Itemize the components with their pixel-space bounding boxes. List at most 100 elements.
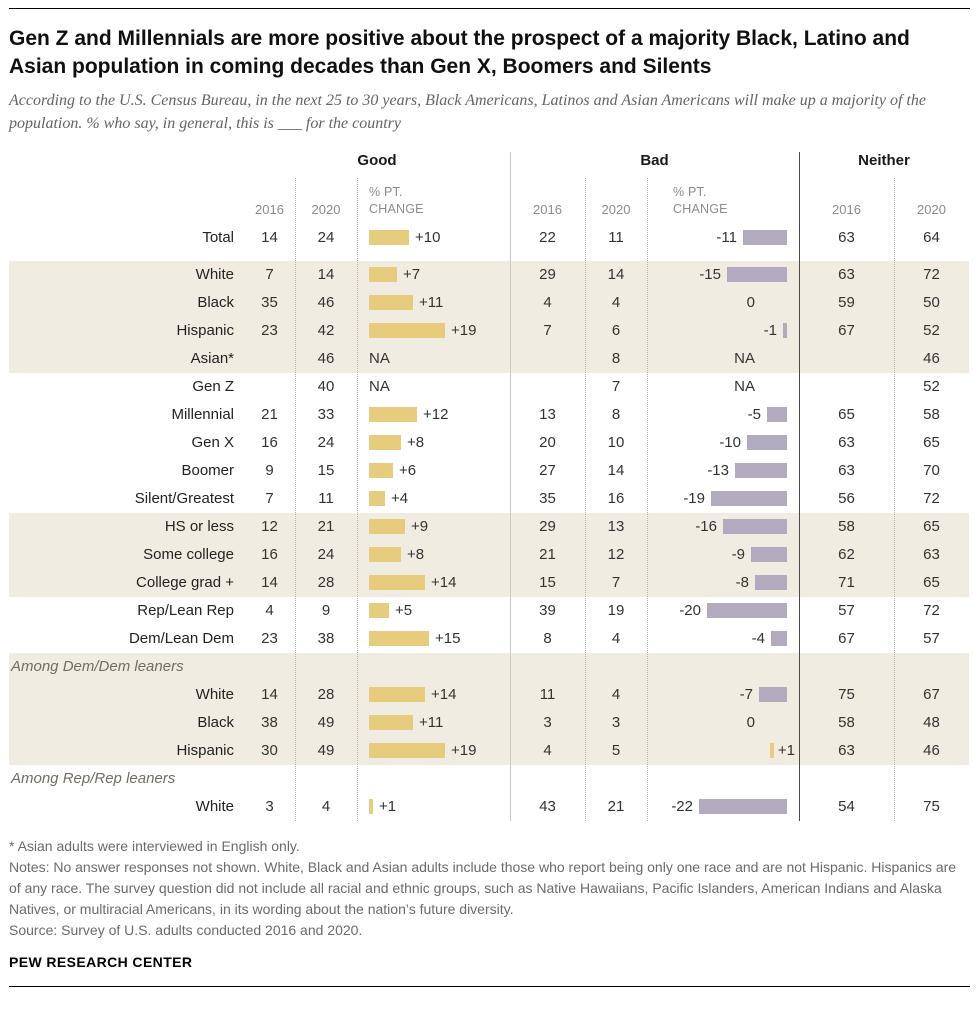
neither-2020-value: 70 <box>923 462 940 480</box>
good-2016-value: 23 <box>261 630 278 648</box>
good-change-cell: +8 <box>357 429 510 457</box>
good-change-value: +15 <box>435 630 461 648</box>
good-2016-value: 21 <box>261 406 278 424</box>
section-header-row: Among Dem/Dem leaners <box>9 652 969 681</box>
row-label: Dem/Lean Dem <box>128 630 234 648</box>
column-header-bad-2020: 2020 <box>601 201 631 217</box>
column-groups-row: Good Bad Neither <box>9 152 969 178</box>
bad-change-value: -8 <box>735 574 749 592</box>
good-2020-value: 24 <box>317 546 335 564</box>
bad-change-value: 0 <box>746 294 755 312</box>
good-2016-value: 38 <box>261 714 278 732</box>
bad-2016-value: 13 <box>539 406 556 424</box>
good-change-cell: +12 <box>357 401 510 429</box>
good-change-cell: +14 <box>357 569 510 597</box>
bad-2020-value: 13 <box>607 518 625 536</box>
bad-change-value: -4 <box>751 630 765 648</box>
good-2020-value: 46 <box>317 350 335 368</box>
neither-2016-value: 65 <box>838 406 855 424</box>
bad-change-cell: -1 <box>647 317 799 345</box>
bottom-rule <box>9 985 970 987</box>
table-row: College grad + 14 28 +14 15 7 -8 71 65 <box>9 568 969 597</box>
section-label: Among Dem/Dem leaners <box>11 658 184 676</box>
bad-change-cell: -20 <box>647 597 799 625</box>
table-header: Good Bad Neither 2016 2020 % PT. CHANGE … <box>9 152 969 224</box>
neither-2016-value: 63 <box>838 266 855 284</box>
bad-change-cell: -5 <box>647 401 799 429</box>
bad-2020-value: 12 <box>607 546 625 564</box>
notes-text: Notes: No answer responses not shown. Wh… <box>9 858 957 917</box>
row-label: HS or less <box>164 518 234 536</box>
bad-2016-value: 4 <box>543 742 552 760</box>
good-2020-value: 24 <box>317 229 335 247</box>
bad-2020-value: 4 <box>611 686 621 704</box>
bad-2016-value: 35 <box>539 490 556 508</box>
bad-change-cell: -10 <box>647 429 799 457</box>
good-2016-value: 7 <box>265 490 274 508</box>
good-change-cell: +19 <box>357 737 510 765</box>
column-header-bad-pct-change: % PT. CHANGE <box>647 184 799 217</box>
row-label: White <box>195 798 234 816</box>
bad-change-bar <box>743 230 787 246</box>
bad-2020-value: 16 <box>607 490 625 508</box>
neither-2020-value: 67 <box>923 686 940 704</box>
table-row: Gen Z 40 NA 7 NA 52 <box>9 373 969 401</box>
good-change-value: +4 <box>391 490 409 508</box>
row-label: Black <box>197 294 234 312</box>
bad-change-bar <box>759 687 787 703</box>
good-2020-value: 40 <box>317 378 335 396</box>
bad-change-cell: -16 <box>647 513 799 541</box>
bad-2020-value: 4 <box>611 294 621 312</box>
column-group-neither: Neither <box>858 151 910 169</box>
row-label: Boomer <box>181 462 234 480</box>
good-change-cell: +1 <box>357 793 510 821</box>
neither-2020-value: 72 <box>923 266 940 284</box>
bad-2020-value: 8 <box>611 350 621 368</box>
divider-bad-neither <box>799 151 800 821</box>
bad-2020-value: 19 <box>607 602 625 620</box>
row-label: Black <box>197 714 234 732</box>
bad-change-bar <box>723 519 787 535</box>
good-change-value: +10 <box>415 229 441 247</box>
bad-2016-value: 7 <box>543 322 552 340</box>
good-change-value: +1 <box>379 798 397 816</box>
bad-change-cell: -11 <box>647 224 799 252</box>
bad-change-value: -19 <box>683 490 705 508</box>
neither-2020-value: 65 <box>923 518 940 536</box>
dotted-column-divider <box>585 177 586 821</box>
neither-2016-value: 63 <box>838 462 855 480</box>
good-change-cell: +7 <box>357 261 510 289</box>
good-2016-value: 23 <box>261 322 278 340</box>
column-header-bad-2016: 2016 <box>533 201 562 217</box>
section-header-row: Among Rep/Rep leaners <box>9 765 969 793</box>
neither-2016-value: 63 <box>838 229 855 247</box>
good-change-cell: +5 <box>357 597 510 625</box>
neither-2016-value: 58 <box>838 714 855 732</box>
good-2016-value: 12 <box>261 518 278 536</box>
neither-2016-value: 71 <box>838 574 855 592</box>
good-change-bar <box>369 407 417 423</box>
dotted-column-divider <box>357 177 358 821</box>
bad-2016-value: 29 <box>539 518 556 536</box>
bad-change-value: -5 <box>747 406 761 424</box>
good-change-bar <box>369 715 413 731</box>
bad-change-bar <box>735 463 787 479</box>
bad-change-cell: -22 <box>647 793 799 821</box>
good-change-bar <box>369 230 409 246</box>
bad-change-value: NA <box>734 350 755 368</box>
neither-2020-value: 65 <box>923 434 940 452</box>
table-row: Gen X 16 24 +8 20 10 -10 63 65 <box>9 429 969 457</box>
bad-change-cell: 0 <box>647 709 799 737</box>
table-row: Millennial 21 33 +12 13 8 -5 65 58 <box>9 401 969 429</box>
row-label: College grad + <box>136 574 234 592</box>
table-row: White 3 4 +1 43 21 -22 54 75 <box>9 793 969 821</box>
neither-2016-value: 63 <box>838 434 855 452</box>
data-table: Good Bad Neither 2016 2020 % PT. CHANGE … <box>9 151 969 821</box>
neither-2016-value: 67 <box>838 630 855 648</box>
bad-2020-value: 11 <box>608 229 624 247</box>
good-2016-value: 7 <box>265 266 274 284</box>
neither-2020-value: 46 <box>923 350 940 368</box>
good-2020-value: 49 <box>317 742 335 760</box>
source-text: Source: Survey of U.S. adults conducted … <box>9 921 363 938</box>
